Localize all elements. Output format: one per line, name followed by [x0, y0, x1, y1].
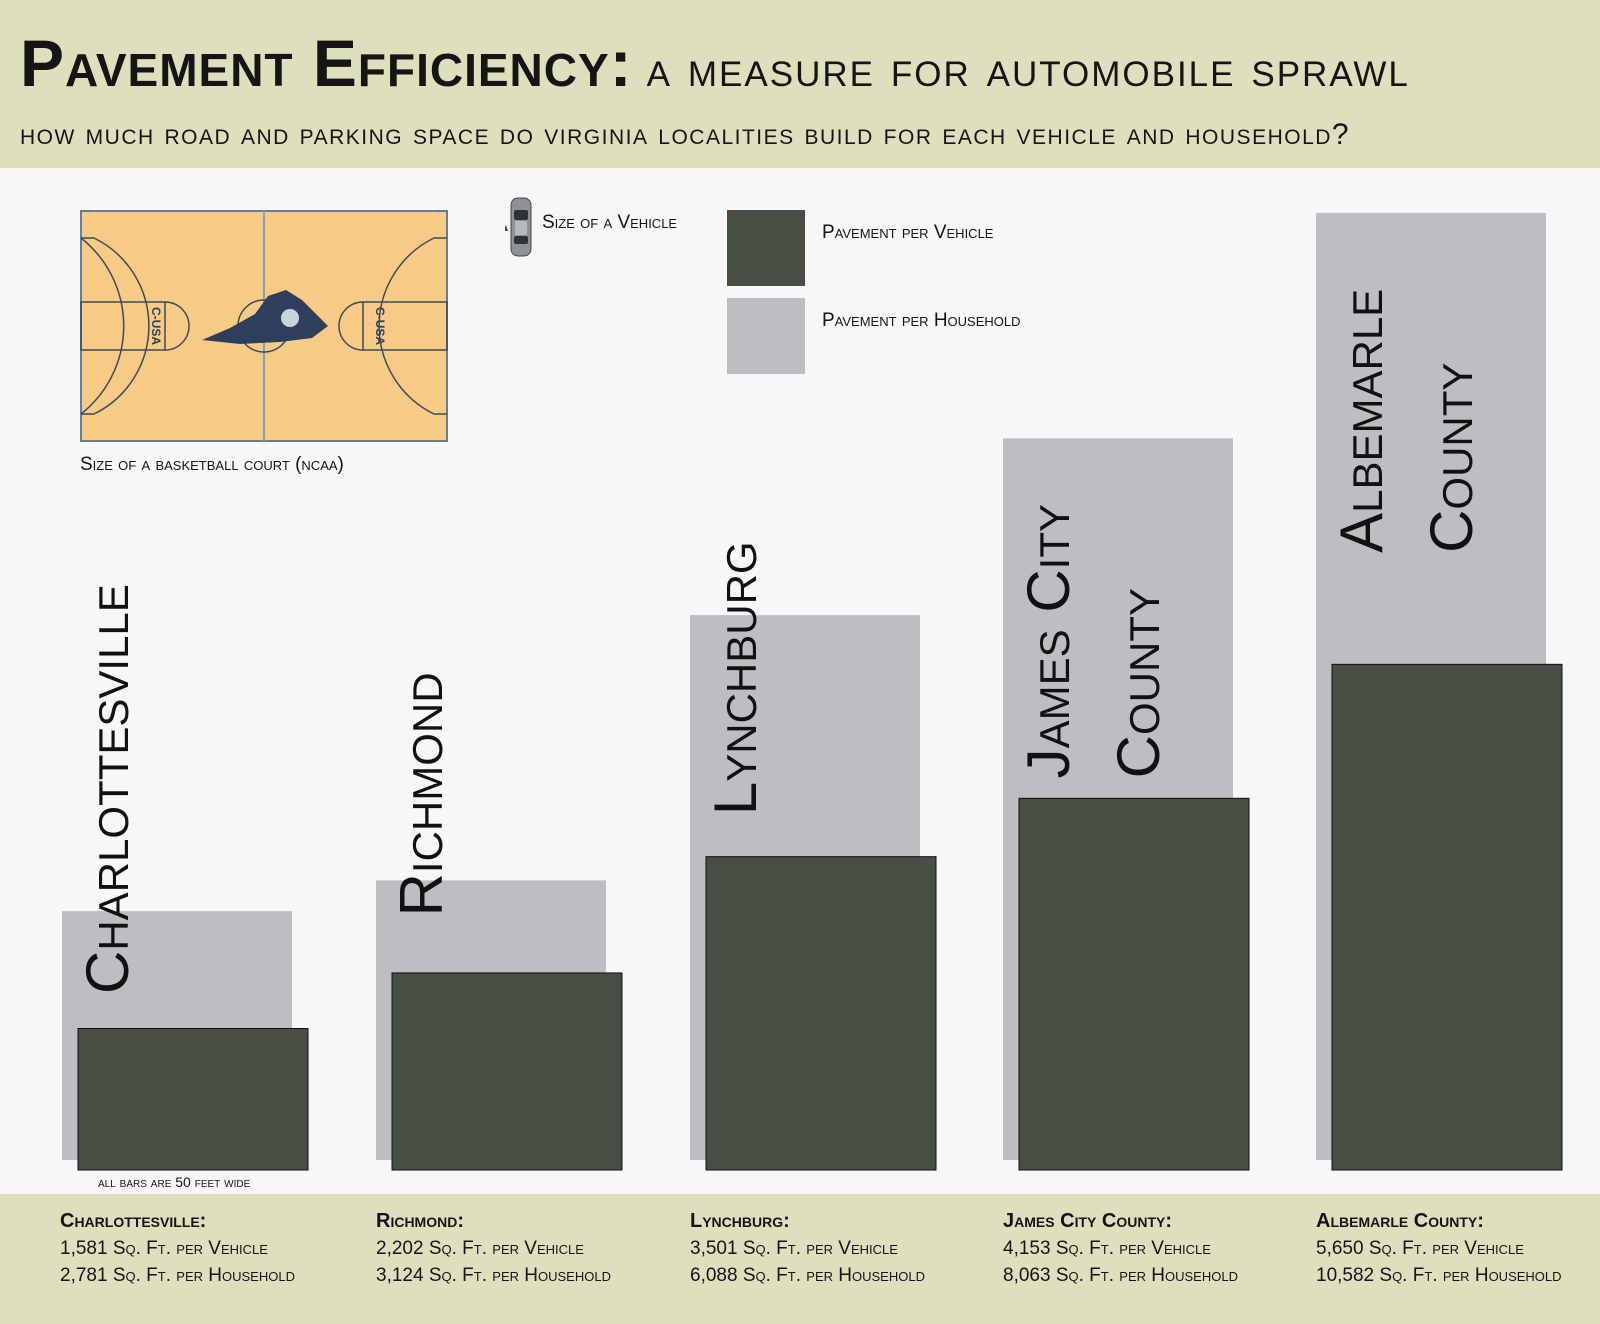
header-band: Pavement Efficiency: a measure for automo… — [0, 0, 1600, 168]
stats-band: Charlottesville: 1,581 Sq. Ft. per Vehic… — [0, 1194, 1600, 1324]
legend-swatch-household — [727, 298, 805, 374]
stat-vehicle: 3,501 Sq. Ft. per Vehicle — [690, 1238, 898, 1259]
car-size-label: Size of a Vehicle — [542, 212, 678, 233]
court-logo-left: C-USA — [149, 307, 163, 345]
legend-swatch-vehicle — [727, 210, 805, 286]
legend-label-vehicle: Pavement per Vehicle — [822, 222, 994, 243]
basketball-court-reference: C-USA C-USA — [80, 210, 448, 447]
page-subtitle: how much road and parking space do virgi… — [20, 118, 1351, 151]
legend-label-household: Pavement per Household — [822, 310, 1021, 331]
car-icon — [503, 197, 532, 257]
stat-albemarle-county: Albemarle County: 5,650 Sq. Ft. per Vehi… — [1316, 1208, 1562, 1289]
vehicle-size-reference — [503, 196, 535, 265]
stat-vehicle: 5,650 Sq. Ft. per Vehicle — [1316, 1238, 1524, 1259]
court-logo-right: C-USA — [373, 307, 387, 345]
bar-width-note: all bars are 50 feet wide — [98, 1174, 251, 1190]
bar-vehicle-richmond — [391, 972, 623, 1171]
stat-vehicle: 1,581 Sq. Ft. per Vehicle — [60, 1238, 268, 1259]
title-main: Pavement Efficiency: — [20, 26, 633, 100]
page-title: Pavement Efficiency: a measure for automo… — [20, 30, 1410, 96]
stat-name: Albemarle County: — [1316, 1210, 1484, 1232]
bar-vehicle-james-city-county — [1018, 797, 1250, 1171]
stat-lynchburg: Lynchburg: 3,501 Sq. Ft. per Vehicle 6,0… — [690, 1208, 925, 1289]
stat-name: Charlottesville: — [60, 1210, 207, 1232]
bar-vehicle-albemarle-county — [1331, 663, 1563, 1171]
bar-label-charlottesville: Charlottesville — [74, 584, 141, 994]
bar-label-albemarle-county-line1: Albemarle — [1328, 289, 1395, 553]
basketball-court-icon: C-USA C-USA — [80, 210, 448, 442]
stat-household: 3,124 Sq. Ft. per Household — [376, 1265, 611, 1286]
stat-household: 10,582 Sq. Ft. per Household — [1316, 1265, 1562, 1286]
stat-james-city-county: James City County: 4,153 Sq. Ft. per Veh… — [1003, 1208, 1238, 1289]
bar-label-james-city-county-line2: County — [1105, 588, 1172, 778]
bar-vehicle-lynchburg — [705, 856, 937, 1171]
stat-household: 6,088 Sq. Ft. per Household — [690, 1265, 925, 1286]
stat-charlottesville: Charlottesville: 1,581 Sq. Ft. per Vehic… — [60, 1208, 295, 1289]
stat-name: James City County: — [1003, 1210, 1173, 1232]
bar-label-richmond: Richmond — [388, 672, 455, 916]
bar-label-lynchburg: Lynchburg — [702, 541, 769, 815]
stat-richmond: Richmond: 2,202 Sq. Ft. per Vehicle 3,12… — [376, 1208, 611, 1289]
bar-vehicle-charlottesville — [77, 1028, 309, 1171]
stat-vehicle: 2,202 Sq. Ft. per Vehicle — [376, 1238, 584, 1259]
bar-label-james-city-county-line1: James City — [1015, 504, 1082, 778]
stat-household: 2,781 Sq. Ft. per Household — [60, 1265, 295, 1286]
bar-label-albemarle-county-line2: County — [1418, 363, 1485, 553]
stat-name: Richmond: — [376, 1210, 464, 1232]
stat-name: Lynchburg: — [690, 1210, 790, 1232]
title-rest: a measure for automobile sprawl — [646, 41, 1410, 97]
stat-household: 8,063 Sq. Ft. per Household — [1003, 1265, 1238, 1286]
court-caption: Size of a basketball court (ncaa) — [80, 454, 344, 475]
stat-vehicle: 4,153 Sq. Ft. per Vehicle — [1003, 1238, 1211, 1259]
